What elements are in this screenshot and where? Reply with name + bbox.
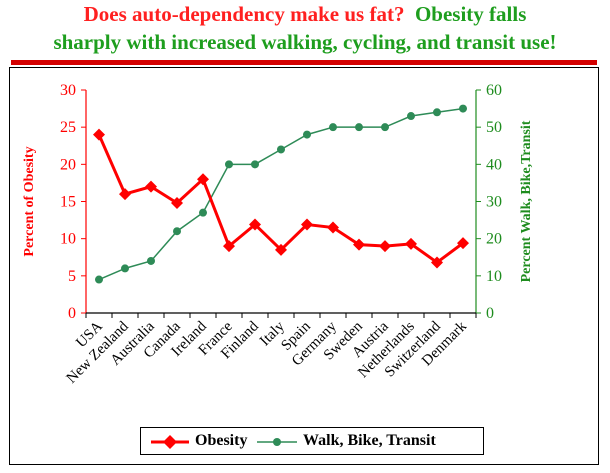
obesity-point bbox=[301, 218, 313, 231]
obesity-point bbox=[249, 218, 261, 231]
right-tick-label: 20 bbox=[486, 231, 502, 248]
walk-point bbox=[199, 208, 207, 217]
legend-walk-marker bbox=[273, 438, 281, 446]
chart-frame bbox=[9, 67, 599, 465]
legend-swatches bbox=[151, 435, 297, 449]
walk-point bbox=[225, 160, 233, 169]
walk-point bbox=[251, 160, 259, 169]
obesity-point bbox=[119, 188, 131, 201]
chart-title-line-1: Does auto-dependency make us fat? Obesit… bbox=[0, 2, 610, 27]
walk-point bbox=[329, 123, 337, 132]
walk-point bbox=[407, 112, 415, 121]
left-tick-label: 15 bbox=[60, 194, 76, 211]
obesity-point bbox=[327, 221, 339, 234]
obesity-point bbox=[275, 243, 287, 256]
y-axis-title: Percent of Obesity bbox=[22, 146, 37, 256]
obesity-point bbox=[379, 240, 391, 253]
obesity-point bbox=[353, 238, 365, 251]
left-tick-label: 30 bbox=[60, 82, 76, 99]
obesity-point bbox=[93, 128, 105, 141]
right-tick-label: 0 bbox=[486, 305, 494, 322]
right-tick-label: 30 bbox=[486, 194, 502, 211]
y2-axis-title: Percent Walk, Bike,Transit bbox=[519, 120, 534, 282]
walk-point bbox=[277, 145, 285, 154]
right-tick-label: 50 bbox=[486, 119, 502, 136]
title-claim-start: Obesity falls bbox=[414, 2, 527, 26]
obesity-point bbox=[223, 240, 235, 253]
left-tick-label: 0 bbox=[68, 305, 76, 322]
left-tick-label: 25 bbox=[60, 119, 76, 136]
legend-label-obesity: Obesity bbox=[195, 432, 248, 449]
obesity-point bbox=[405, 237, 417, 250]
obesity-point bbox=[171, 196, 183, 209]
walk-point bbox=[303, 130, 311, 139]
right-tick-label: 10 bbox=[486, 268, 502, 285]
right-tick-label: 60 bbox=[486, 82, 502, 99]
right-tick-label: 40 bbox=[486, 156, 502, 173]
walk-point bbox=[459, 104, 467, 113]
left-tick-label: 20 bbox=[60, 156, 76, 173]
chart-title-line-2: sharply with increased walking, cycling,… bbox=[53, 30, 557, 54]
walk-point bbox=[433, 108, 441, 117]
obesity-point bbox=[457, 237, 469, 250]
title-underline bbox=[11, 60, 597, 65]
obesity-point bbox=[197, 173, 209, 186]
title-question: Does auto-dependency make us fat? bbox=[83, 2, 405, 26]
obesity-point bbox=[431, 256, 443, 269]
walk-point bbox=[173, 227, 181, 236]
left-tick-label: 5 bbox=[68, 268, 76, 285]
obesity-point bbox=[145, 180, 157, 193]
walk-point bbox=[121, 264, 129, 273]
chart-legend: Obesity Walk, Bike, Transit bbox=[140, 427, 484, 455]
walk-point bbox=[355, 123, 363, 132]
walk-point bbox=[95, 275, 103, 284]
legend-label-walk: Walk, Bike, Transit bbox=[303, 432, 436, 449]
walk-point bbox=[381, 123, 389, 132]
walk-point bbox=[147, 256, 155, 265]
legend-obesity-marker bbox=[163, 435, 177, 449]
left-tick-label: 10 bbox=[60, 231, 76, 248]
